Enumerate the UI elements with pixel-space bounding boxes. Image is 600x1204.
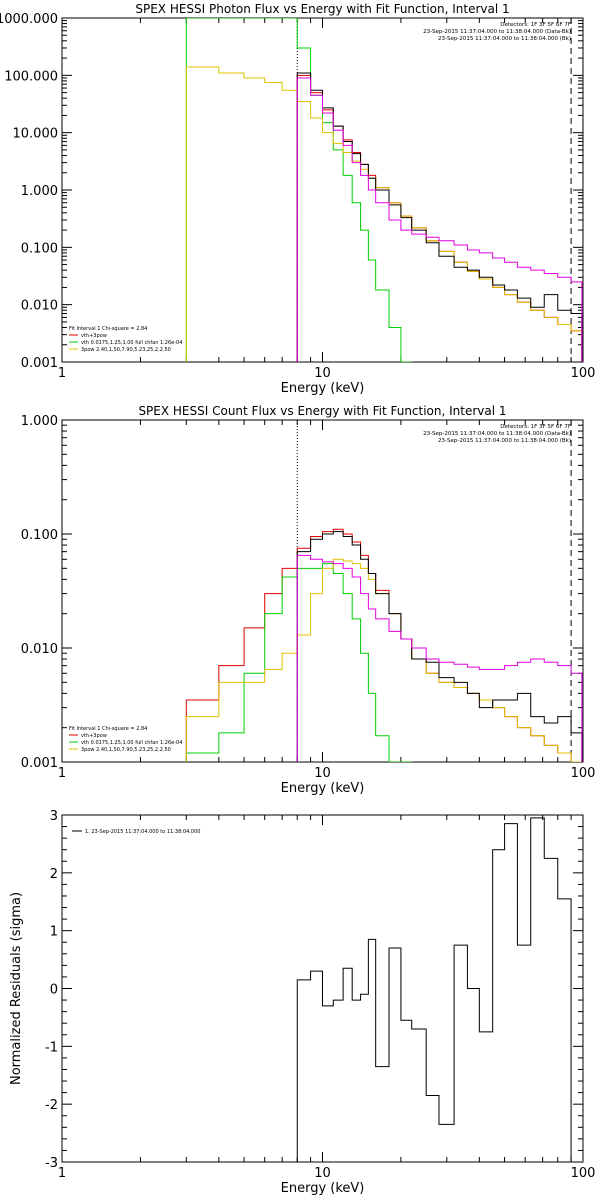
info-line: Detectors: 1F 3F 5F 6F 7F bbox=[500, 22, 571, 28]
y-tick-label: 0.100 bbox=[21, 241, 58, 256]
info-line: Detectors: 1F 3F 5F 6F 7F bbox=[500, 424, 571, 430]
legend-entry: vth 0.0175,1.25,1.00 full chfan 1.26e-04 bbox=[81, 740, 182, 746]
y-tick-label: 0.010 bbox=[21, 642, 58, 657]
plot-frame bbox=[61, 17, 584, 363]
series-line-3 bbox=[185, 66, 583, 362]
series-line-2 bbox=[185, 18, 412, 362]
y-tick-label: 0 bbox=[50, 983, 58, 998]
chart-panel-3: 1 10 100 Energy (keV) -3 -2 -1 0 1 2 3 Normalized R… bbox=[9, 809, 595, 1196]
series-line-5 bbox=[296, 554, 583, 762]
x-tick-label: 100 bbox=[571, 1166, 596, 1181]
chart-panel-2: SPEX HESSI Count Flux vs Energy with Fit… bbox=[21, 404, 596, 796]
x-tick-label: 1 bbox=[58, 366, 66, 381]
series-line-1 bbox=[296, 817, 582, 1162]
y-tick-label: 0.001 bbox=[21, 756, 58, 771]
series-line-5 bbox=[296, 77, 583, 362]
series-line-3 bbox=[185, 558, 582, 762]
x-axis-label: Energy (keV) bbox=[281, 781, 365, 796]
chart-panel-1: SPEX HESSI Photon Flux vs Energy with Fi… bbox=[0, 2, 595, 396]
x-tick-label: 10 bbox=[314, 1166, 331, 1181]
info-line: 23-Sep-2015 11:37:04.000 to 11:38:04.000… bbox=[423, 431, 571, 437]
series-line-1 bbox=[185, 528, 582, 762]
x-tick-label: 10 bbox=[314, 366, 331, 381]
y-tick-label: -3 bbox=[45, 1156, 58, 1171]
legend-entry: 3pow 2.40,1.50,7.90,5.23,25.2,2.50 bbox=[81, 747, 171, 753]
x-axis-label: Energy (keV) bbox=[281, 381, 365, 396]
legend-header: Fit Interval 1 Chi-square = 2.84 bbox=[69, 726, 147, 732]
legend-entry: vth+3pow bbox=[81, 333, 107, 339]
x-axis-label: Energy (keV) bbox=[281, 1181, 365, 1196]
info-line: 23-Sep-2015 11:37:04.000 to 11:38:04.000… bbox=[438, 438, 571, 444]
y-tick-label: 0.001 bbox=[21, 356, 58, 371]
x-tick-label: 1 bbox=[58, 766, 66, 781]
series-line-4 bbox=[296, 531, 583, 762]
legend-entry: 1. 23-Sep-2015 11:37:04.000 to 11:38:04.… bbox=[85, 829, 200, 835]
info-line: 23-Sep-2015 11:37:04.000 to 11:38:04.000… bbox=[438, 36, 571, 42]
y-tick-label: 0.010 bbox=[21, 299, 58, 314]
y-axis-label: Normalized Residuals (sigma) bbox=[9, 892, 24, 1085]
x-tick-label: 100 bbox=[571, 766, 596, 781]
y-tick-label: 1 bbox=[50, 925, 58, 940]
x-tick-label: 1 bbox=[58, 1166, 66, 1181]
y-tick-label: 10.000 bbox=[13, 127, 59, 142]
y-tick-label: 1.000 bbox=[21, 414, 58, 429]
x-tick-label: 10 bbox=[314, 766, 331, 781]
y-tick-label: -2 bbox=[45, 1098, 58, 1113]
y-tick-label: 1.000 bbox=[21, 184, 58, 199]
y-tick-label: 100.000 bbox=[4, 69, 58, 84]
series-line-1 bbox=[296, 74, 583, 362]
legend-entry: vth 0.0175,1.25,1.00 full chfan 1.26e-04 bbox=[81, 340, 182, 346]
chart-title: SPEX HESSI Count Flux vs Energy with Fit… bbox=[138, 404, 506, 418]
y-tick-label: 3 bbox=[50, 809, 58, 824]
legend-entry: 3pow 2.40,1.50,7.90,5.23,25.2,2.50 bbox=[81, 347, 171, 353]
y-tick-label: 1000.000 bbox=[0, 12, 58, 27]
info-line: 23-Sep-2015 11:37:04.000 to 11:38:04.000… bbox=[423, 29, 571, 35]
series-line-4 bbox=[296, 72, 583, 362]
x-tick-label: 100 bbox=[571, 366, 596, 381]
legend-header: Fit Interval 1 Chi-square = 2.84 bbox=[69, 326, 147, 332]
y-tick-label: 0.100 bbox=[21, 528, 58, 543]
chart-title: SPEX HESSI Photon Flux vs Energy with Fi… bbox=[135, 2, 509, 16]
y-tick-label: -1 bbox=[45, 1040, 58, 1055]
y-tick-label: 2 bbox=[50, 867, 58, 882]
legend-entry: vth+3pow bbox=[81, 733, 107, 739]
